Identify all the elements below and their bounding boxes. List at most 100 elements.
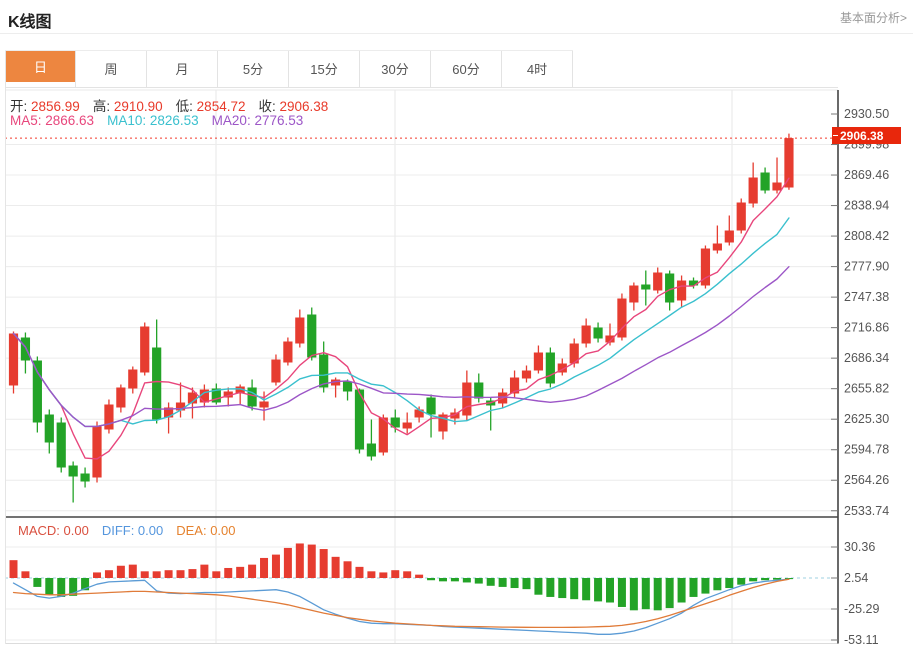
candle-body [772, 182, 782, 191]
candle-body [402, 422, 412, 429]
legend-item: MACD: 0.00 [18, 523, 89, 538]
candle-body [748, 177, 758, 204]
price-tick-label: 2716.86 [844, 321, 889, 335]
macd-bar [9, 560, 18, 578]
candle-body [438, 414, 448, 432]
candle-body [390, 417, 400, 428]
macd-bar [665, 578, 674, 609]
macd-bar [749, 578, 758, 582]
candle-body [724, 230, 734, 243]
candle-body [641, 284, 651, 290]
macd-bar [653, 578, 662, 611]
tab-period-7[interactable]: 60分 [431, 51, 502, 88]
macd-bar [415, 574, 424, 578]
tab-period-8[interactable]: 4时 [502, 51, 573, 88]
candle-body [295, 317, 305, 344]
legend-label: MACD: [18, 523, 64, 538]
header-divider [0, 33, 913, 34]
macd-bar [140, 571, 149, 578]
tab-period-1[interactable]: 日 [5, 51, 76, 88]
candle-body [462, 382, 472, 416]
macd-bar [403, 571, 412, 578]
candle-body [545, 352, 555, 384]
macd-bar [283, 547, 292, 578]
candle-body [426, 397, 436, 415]
tab-label: 4时 [526, 62, 548, 77]
candle-body [474, 382, 484, 399]
macd-bar [33, 578, 42, 587]
macd-bar [271, 554, 280, 578]
price-tick-label: 2747.38 [844, 290, 889, 304]
ma10-line [12, 217, 790, 428]
macd-bar [69, 578, 78, 596]
macd-bar [689, 578, 698, 597]
price-tick-label: 2686.34 [844, 351, 889, 365]
candle-body [152, 347, 162, 420]
macd-bar [176, 570, 185, 578]
candle-body [319, 354, 329, 388]
tab-label: 周 [104, 62, 118, 77]
tab-period-6[interactable]: 30分 [360, 51, 431, 88]
candle-body [80, 473, 90, 482]
macd-bar [81, 578, 90, 591]
macd-bar [331, 556, 340, 578]
macd-bar [438, 578, 447, 582]
legend-item: 低: 2854.72 [176, 95, 246, 115]
price-tick-label: 2777.90 [844, 260, 889, 274]
tab-label: 5分 [242, 62, 264, 77]
macd-bar [93, 572, 102, 578]
macd-legend: MACD: 0.00 DIFF: 0.00 DEA: 0.00 [18, 523, 249, 538]
ma-legend: MA5: 2866.63 MA10: 2826.53 MA20: 2776.53 [10, 113, 316, 128]
tab-label: 30分 [381, 62, 409, 77]
macd-bar [391, 570, 400, 578]
candle-body [56, 422, 66, 468]
candle-body [784, 138, 794, 188]
tab-active-highlight: 日 [6, 51, 75, 82]
price-tick-label: 2625.30 [844, 412, 889, 426]
macd-bar [474, 578, 483, 584]
candle-body [20, 337, 31, 361]
macd-tick-label: 2.54 [844, 571, 868, 585]
tab-period-2[interactable]: 周 [76, 51, 147, 88]
price-tick-label: 2594.78 [844, 443, 889, 457]
macd-bar [725, 578, 734, 589]
macd-bar [260, 557, 269, 578]
macd-bar [773, 578, 782, 580]
macd-bar [367, 571, 376, 578]
macd-bar [212, 571, 221, 578]
candle-body [92, 426, 102, 478]
macd-bar [104, 570, 113, 578]
candle-body [116, 387, 126, 408]
ohlc-legend: 开: 2856.99 高: 2910.90 低: 2854.72 收: 2906.38 [10, 95, 341, 115]
candle-body [211, 388, 221, 403]
legend-label: 收: [258, 99, 280, 114]
candle-body [32, 360, 42, 423]
price-tick-label: 2533.74 [844, 504, 889, 518]
macd-bar [570, 578, 579, 600]
candle-body [617, 298, 627, 338]
candle-body [271, 359, 281, 383]
candle-body [342, 381, 353, 392]
legend-value: 2854.72 [196, 99, 246, 114]
tabbar-divider [5, 87, 838, 88]
candle-body [104, 404, 114, 430]
price-tick-label: 2930.50 [844, 107, 889, 121]
tab-period-3[interactable]: 月 [147, 51, 218, 88]
macd-bar [582, 578, 591, 601]
price-tick-label: 2838.94 [844, 199, 889, 213]
legend-value: 2856.99 [31, 99, 80, 114]
macd-bar [128, 564, 137, 578]
fundamental-analysis-link[interactable]: 基本面分析> [839, 11, 907, 25]
legend-item: MA5: 2866.63 [10, 113, 94, 128]
candle-body [557, 363, 567, 373]
legend-item: MA10: 2826.53 [107, 113, 199, 128]
legend-value: 0.00 [210, 523, 236, 538]
candle-body [521, 370, 532, 379]
tab-period-5[interactable]: 15分 [289, 51, 360, 88]
candle-body [235, 386, 245, 394]
macd-bar [427, 578, 436, 581]
candle-body [283, 341, 293, 363]
tab-period-4[interactable]: 5分 [218, 51, 289, 88]
macd-tick-label: -53.11 [844, 633, 879, 645]
